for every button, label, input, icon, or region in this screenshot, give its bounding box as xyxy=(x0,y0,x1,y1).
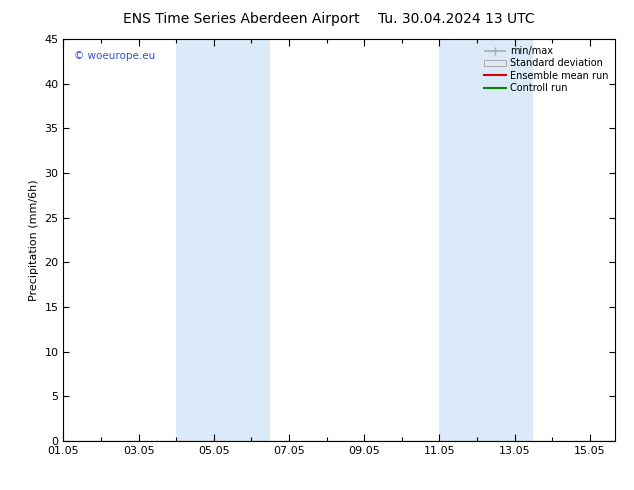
Text: ENS Time Series Aberdeen Airport: ENS Time Series Aberdeen Airport xyxy=(122,12,359,26)
Bar xyxy=(439,39,533,441)
Bar xyxy=(176,39,270,441)
Text: Tu. 30.04.2024 13 UTC: Tu. 30.04.2024 13 UTC xyxy=(378,12,535,26)
Y-axis label: Precipitation (mm/6h): Precipitation (mm/6h) xyxy=(29,179,39,301)
Text: © woeurope.eu: © woeurope.eu xyxy=(74,51,156,61)
Legend: min/max, Standard deviation, Ensemble mean run, Controll run: min/max, Standard deviation, Ensemble me… xyxy=(481,42,612,97)
